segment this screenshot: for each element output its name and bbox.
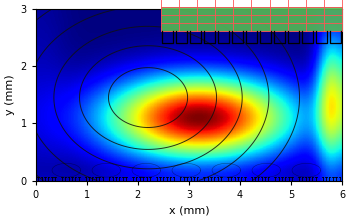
Bar: [161, 7, 342, 31]
Y-axis label: y (mm): y (mm): [5, 74, 15, 115]
X-axis label: x (mm): x (mm): [169, 205, 209, 215]
